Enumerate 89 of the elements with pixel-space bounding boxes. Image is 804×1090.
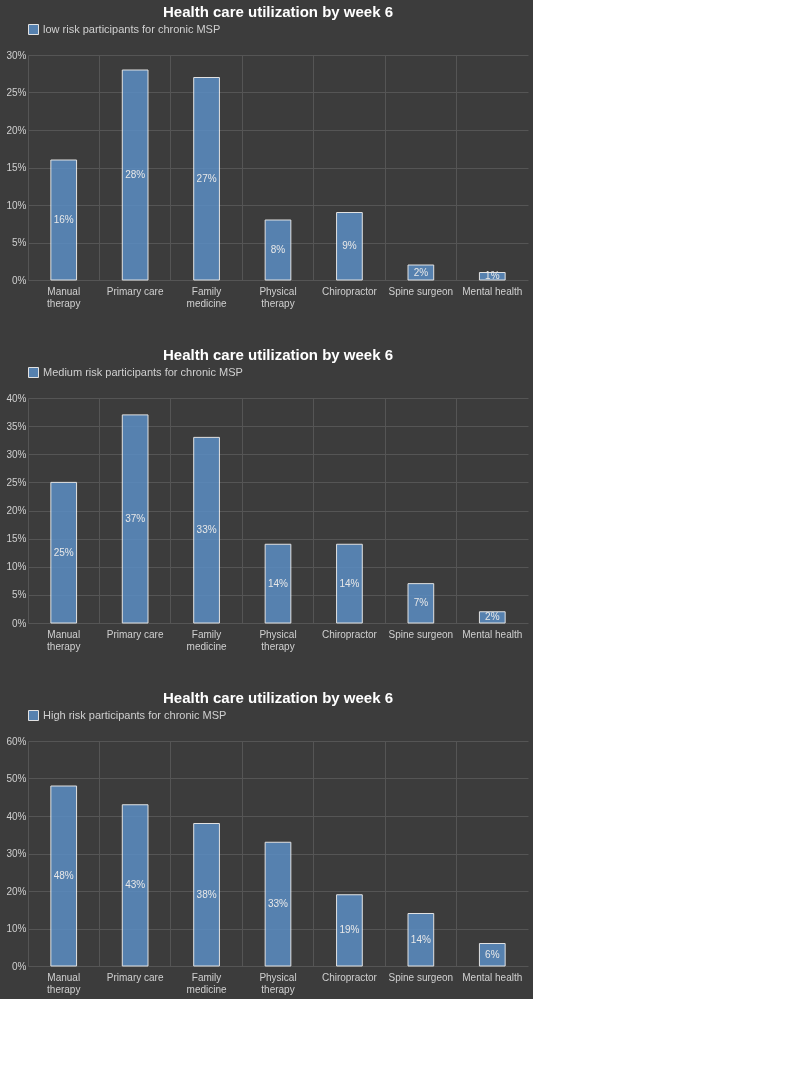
legend-label: High risk participants for chronic MSP bbox=[43, 708, 227, 721]
data-label: 8% bbox=[270, 244, 286, 255]
bar bbox=[193, 77, 220, 281]
chart-title: Health care utilization by week 6 bbox=[162, 3, 394, 20]
y-tick-label: 10% bbox=[6, 561, 27, 573]
bar bbox=[121, 804, 149, 967]
y-tick-label: 15% bbox=[6, 162, 27, 173]
data-label: 38% bbox=[196, 888, 217, 900]
y-tick-label: 40% bbox=[6, 392, 27, 404]
y-tick-label: 30% bbox=[6, 448, 27, 460]
data-label: 14% bbox=[267, 577, 289, 589]
bar bbox=[121, 69, 149, 281]
x-tick-label: Manual therapy bbox=[47, 628, 81, 652]
x-tick-label: Manual therapy bbox=[47, 971, 81, 995]
data-label: 43% bbox=[125, 879, 146, 891]
y-tick-label: 10% bbox=[6, 923, 27, 934]
x-tick-label: Primary care bbox=[106, 628, 164, 640]
bar bbox=[50, 159, 78, 281]
x-tick-label: Chiropractor bbox=[321, 628, 378, 640]
data-label: 28% bbox=[125, 169, 146, 180]
x-tick-label: Mental health bbox=[462, 971, 523, 983]
x-tick-label: Family medicine bbox=[186, 628, 228, 652]
x-tick-label: Spine surgeon bbox=[388, 971, 454, 983]
x-tick-label: Chiropractor bbox=[321, 971, 378, 983]
y-tick-label: 30% bbox=[6, 49, 27, 61]
y-tick-label: 5% bbox=[12, 237, 27, 248]
y-tick-label: 25% bbox=[6, 87, 27, 98]
data-label: 2% bbox=[485, 611, 500, 623]
bar bbox=[193, 436, 220, 624]
y-tick-label: 10% bbox=[6, 199, 27, 211]
data-label: 37% bbox=[125, 512, 146, 524]
y-tick-label: 40% bbox=[6, 810, 27, 822]
bar bbox=[121, 414, 149, 624]
legend-label: Medium risk participants for chronic MSP bbox=[43, 365, 243, 378]
y-tick-label: 25% bbox=[6, 476, 27, 488]
chart-title: Health care utilization by week 6 bbox=[162, 346, 394, 363]
y-tick-label: 5% bbox=[12, 589, 27, 601]
bar bbox=[50, 785, 78, 967]
y-tick-label: 50% bbox=[6, 773, 27, 784]
x-tick-label: Physical therapy bbox=[259, 971, 297, 995]
bar bbox=[193, 823, 220, 967]
x-tick-label: Physical therapy bbox=[259, 285, 297, 309]
x-tick-label: Spine surgeon bbox=[388, 285, 454, 297]
bar bbox=[264, 219, 292, 281]
y-tick-label: 20% bbox=[6, 505, 27, 516]
x-tick-label: Manual therapy bbox=[47, 285, 81, 309]
y-tick-label: 60% bbox=[6, 735, 27, 747]
chart-title: Health care utilization by week 6 bbox=[162, 689, 394, 706]
data-label: 27% bbox=[196, 172, 217, 184]
data-label: 2% bbox=[413, 266, 429, 278]
y-tick-label: 20% bbox=[6, 885, 27, 897]
data-label: 7% bbox=[413, 597, 429, 609]
data-label: 16% bbox=[53, 214, 74, 225]
y-tick-label: 15% bbox=[6, 533, 27, 545]
x-tick-label: Spine surgeon bbox=[388, 628, 454, 640]
y-tick-label: 0% bbox=[12, 274, 27, 286]
data-label: 48% bbox=[53, 870, 74, 881]
data-label: 14% bbox=[410, 933, 431, 945]
y-tick-label: 0% bbox=[12, 617, 27, 629]
y-tick-label: 35% bbox=[6, 420, 27, 432]
bar bbox=[264, 543, 292, 624]
y-tick-label: 20% bbox=[6, 124, 27, 136]
y-tick-label: 30% bbox=[6, 848, 27, 859]
legend-label: low risk participants for chronic MSP bbox=[43, 22, 221, 35]
data-label: 1% bbox=[485, 270, 500, 282]
data-label: 9% bbox=[342, 240, 357, 252]
bar bbox=[264, 841, 292, 967]
bar bbox=[478, 943, 506, 967]
x-tick-label: Family medicine bbox=[186, 285, 228, 309]
x-tick-label: Mental health bbox=[462, 285, 523, 297]
bar bbox=[50, 481, 78, 624]
data-label: 33% bbox=[267, 898, 289, 910]
bar bbox=[336, 894, 363, 967]
x-tick-label: Mental health bbox=[462, 628, 523, 640]
x-tick-label: Primary care bbox=[106, 285, 164, 297]
data-label: 33% bbox=[196, 524, 217, 536]
data-label: 14% bbox=[339, 577, 360, 589]
data-label: 25% bbox=[53, 546, 74, 558]
data-label: 19% bbox=[339, 924, 360, 936]
bar bbox=[407, 913, 435, 967]
bar bbox=[336, 543, 363, 624]
y-tick-label: 0% bbox=[12, 960, 27, 972]
x-tick-label: Family medicine bbox=[186, 971, 228, 995]
bar bbox=[407, 583, 435, 624]
x-tick-label: Chiropractor bbox=[321, 285, 378, 297]
x-tick-label: Primary care bbox=[106, 971, 164, 983]
data-label: 6% bbox=[485, 948, 500, 960]
bar bbox=[336, 212, 363, 281]
x-tick-label: Physical therapy bbox=[259, 628, 297, 652]
